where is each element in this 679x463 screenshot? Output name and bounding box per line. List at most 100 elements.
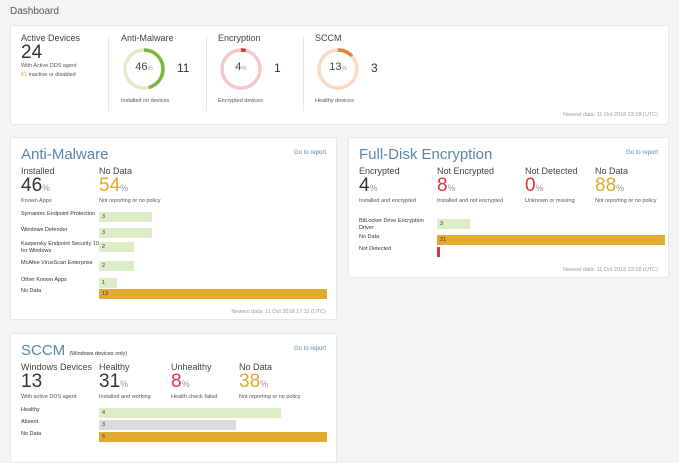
stat-unit: %	[120, 379, 129, 389]
gauge-sub: Encrypted devices	[218, 98, 263, 104]
stat-unit: %	[181, 379, 190, 389]
stat-sub: Not reporting or no policy	[595, 198, 657, 204]
stat-value: 31	[99, 371, 121, 392]
bar-0[interactable]: 3	[99, 212, 152, 222]
sccm-stat-3: No Data 38% Not reporting or no policy	[239, 362, 319, 401]
gauge-percent: 4	[235, 61, 242, 73]
bar-label: No Data	[359, 234, 380, 240]
fde-stat-0: Encrypted 4% Installed and encrypted	[359, 166, 439, 205]
gauge-1[interactable]: Encryption 4% 1 Encrypted devices	[218, 33, 308, 113]
fde-go-to-report[interactable]: Go to report	[625, 150, 658, 156]
antimalware-card: Anti-Malware Go to report Installed 46% Kn…	[10, 137, 337, 320]
antimalware-stat-0: Installed 46% Known Apps	[21, 166, 101, 205]
sccm-go-to-report[interactable]: Go to report	[293, 346, 326, 352]
gauge-arc	[123, 48, 165, 90]
stat-value-wrap: 4%	[359, 176, 439, 198]
stat-value: 13	[21, 371, 43, 392]
active-devices-label: Active Devices	[21, 33, 81, 43]
gauge-0[interactable]: Anti-Malware 46% 11 Installed on devices	[121, 33, 211, 113]
bar-label: Windows Defender	[21, 227, 68, 233]
stat-value-wrap: 13	[21, 372, 101, 394]
bar-5[interactable]: 13	[99, 289, 327, 299]
stat-sub: Not reporting or no policy	[239, 394, 301, 400]
stat-value-wrap: 38%	[239, 372, 319, 394]
stat-unit: %	[535, 183, 544, 193]
bar-2[interactable]: 2	[99, 242, 135, 252]
bar-label: McAfee VirusScan Enterprise	[21, 260, 93, 266]
stat-label: Encrypted	[359, 166, 400, 176]
stat-unit: %	[447, 183, 456, 193]
sccm-title: SCCM	[21, 342, 66, 359]
gauge-2[interactable]: SCCM 13% 3 Healthy devices	[315, 33, 405, 113]
bar-2[interactable]	[437, 247, 440, 257]
stat-unit: %	[616, 183, 625, 193]
bar-label: Symantec Endpoint Protection	[21, 211, 95, 217]
stat-unit: %	[120, 183, 129, 193]
bar-0[interactable]: 3	[437, 219, 470, 229]
bar-label: No Data	[21, 288, 42, 294]
fde-card: Full-Disk Encryption Go to report Encryp…	[348, 137, 669, 278]
stat-sub: Installed and not encrypted	[437, 198, 504, 204]
stat-label: Healthy	[99, 362, 130, 372]
bar-2[interactable]: 5	[99, 432, 327, 442]
stat-value-wrap: 54%	[99, 176, 179, 198]
sccm-subtitle: (Windows devices only)	[69, 351, 128, 357]
antimalware-newest-data: Newest data: 11 Oct 2018 17:11 (UTC)	[231, 309, 326, 315]
gauge-center: 13%	[315, 61, 361, 73]
stat-sub: Unknown or missing	[525, 198, 575, 204]
fde-newest-data: Newest data: 11 Oct 2018 23:18 (UTC)	[563, 267, 658, 273]
inactive-text: inactive or disabled	[27, 72, 76, 78]
gauge-sub: Healthy devices	[315, 98, 354, 104]
bar-0[interactable]: 4	[99, 408, 282, 418]
gauge-center: 46%	[121, 61, 167, 73]
stat-label: No Data	[595, 166, 629, 176]
stat-value: 8	[437, 175, 448, 196]
stat-label: No Data	[99, 166, 133, 176]
gauge-ring	[220, 48, 262, 90]
stat-label: Not Detected	[525, 166, 578, 176]
antimalware-go-to-report[interactable]: Go to report	[293, 150, 326, 156]
inactive-count[interactable]: 51	[21, 72, 28, 78]
stat-sub: Installed and encrypted	[359, 198, 416, 204]
stat-value: 38	[239, 371, 261, 392]
bar-3[interactable]: 2	[99, 261, 135, 271]
active-devices: Active Devices 24 With Active DDS agent …	[21, 33, 80, 79]
bar-1[interactable]: 3	[99, 228, 152, 238]
active-devices-sub: With Active DDS agent	[21, 63, 77, 69]
stat-value-wrap: 88%	[595, 176, 675, 198]
gauge-label: SCCM	[315, 33, 342, 43]
gauge-unit: %	[147, 66, 153, 72]
stat-unit: %	[369, 183, 378, 193]
stat-value-wrap: 0%	[525, 176, 605, 198]
stat-value: 4	[359, 175, 370, 196]
summary-card: Active Devices 24 With Active DDS agent …	[10, 25, 669, 125]
stat-sub: Not reporting or no policy	[99, 198, 161, 204]
gauge-count: 3	[371, 61, 378, 75]
gauge-percent: 13	[329, 61, 342, 73]
bar-4[interactable]: 1	[99, 278, 117, 288]
stat-label: Not Encrypted	[437, 166, 495, 176]
fde-title: Full-Disk Encryption	[359, 146, 493, 163]
page-title: Dashboard	[10, 6, 59, 17]
gauge-sub: Installed on devices	[121, 98, 170, 104]
gauge-arc	[220, 48, 262, 90]
bar-label: No Data	[21, 431, 42, 437]
stat-sub: With active DDS agent	[21, 394, 77, 400]
antimalware-stat-1: No Data 54% Not reporting or no policy	[99, 166, 179, 205]
stat-label: Windows Devices	[21, 362, 93, 372]
bar-label: Absent	[21, 419, 39, 425]
stat-value: 0	[525, 175, 536, 196]
bar-label: Other Known Apps	[21, 277, 67, 283]
bar-1[interactable]: 3	[99, 420, 236, 430]
stat-label: Installed	[21, 166, 55, 176]
gauge-center: 4%	[218, 61, 264, 73]
gauge-count: 1	[274, 61, 281, 75]
gauge-unit: %	[341, 66, 347, 72]
gauge-ring	[317, 48, 359, 90]
stat-value-wrap: 8%	[437, 176, 517, 198]
stat-value: 46	[21, 175, 43, 196]
gauge-ring	[123, 48, 165, 90]
bar-1[interactable]: 21	[437, 235, 665, 245]
gauge-arc	[317, 48, 359, 90]
gauge-unit: %	[241, 66, 247, 72]
